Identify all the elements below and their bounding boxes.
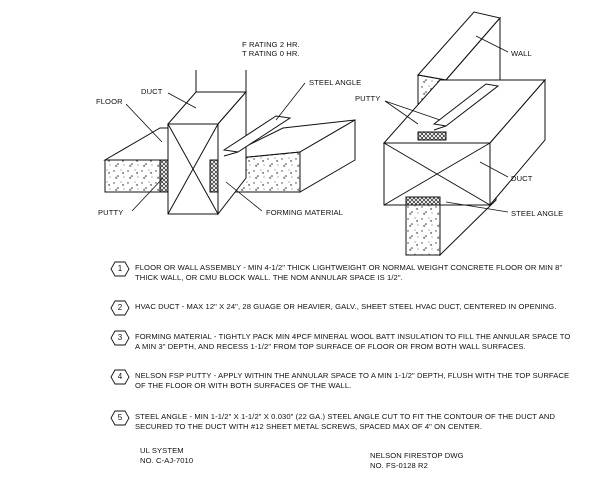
duct-right-side [489,78,546,207]
wall-assembly-view [382,11,547,257]
note-number: 5 [117,413,123,422]
callout-wall: WALL [511,49,532,58]
wall-lower-front [405,204,441,256]
note-number-badge: 3 [110,330,130,346]
drawing-number-block: NELSON FIRESTOP DWG NO. FS-0128 R2 [370,451,464,470]
callout-putty-left: PUTTY [98,208,123,217]
note-number-badge: 1 [110,261,130,277]
note-number: 4 [117,372,123,381]
callout-forming-material: FORMING MATERIAL [266,208,343,217]
note-text: NELSON FSP PUTTY - APPLY WITHIN THE ANNU… [135,371,570,391]
putty-right [417,131,447,141]
note-number: 2 [117,303,123,312]
note-number: 1 [117,264,123,273]
left-leaders [125,82,306,212]
callout-steel-angle-right: STEEL ANGLE [511,209,563,218]
putty-right-lower [405,196,441,206]
t-rating-text: T RATING 0 HR. [242,49,300,58]
ul-system-label: UL SYSTEM [140,446,184,455]
note-number-badge: 2 [110,300,130,316]
note-text: FORMING MATERIAL - TIGHTLY PACK MIN 4PCF… [135,332,571,352]
note-number: 3 [117,333,123,342]
callout-steel-angle-left: STEEL ANGLE [309,78,361,87]
steel-angle-left [222,115,292,153]
callout-duct-right: DUCT [511,174,533,183]
ul-system-block: UL SYSTEM NO. C-AJ-7010 [140,446,193,465]
note-text: HVAC DUCT - MAX 12" X 24", 28 GUAGE OR H… [135,302,557,311]
callout-floor: FLOOR [96,97,123,106]
floor-slab-right-side [299,119,356,193]
steel-angle-right [432,83,500,127]
ul-system-number: NO. C-AJ-7010 [140,455,194,465]
f-rating-text: F RATING 2 HR. [242,40,300,49]
note-text: FLOOR OR WALL ASSEMBLY - MIN 4-1/2" THIC… [135,263,563,283]
right-leaders [384,35,509,213]
note-text: STEEL ANGLE - MIN 1-1/2" X 1-1/2" X 0.03… [135,412,556,432]
putty-left-b [209,159,219,193]
dwg-label: NELSON FIRESTOP DWG [370,451,464,460]
dwg-number: NO. FS-0128 R2 [370,460,428,470]
putty-left-a [159,159,169,193]
callout-putty-right: PUTTY [355,94,380,103]
floor-slab-left-front [104,159,167,193]
note-number-badge: 4 [110,369,130,385]
callout-duct-left: DUCT [141,87,163,96]
note-number-badge: 5 [110,410,130,426]
